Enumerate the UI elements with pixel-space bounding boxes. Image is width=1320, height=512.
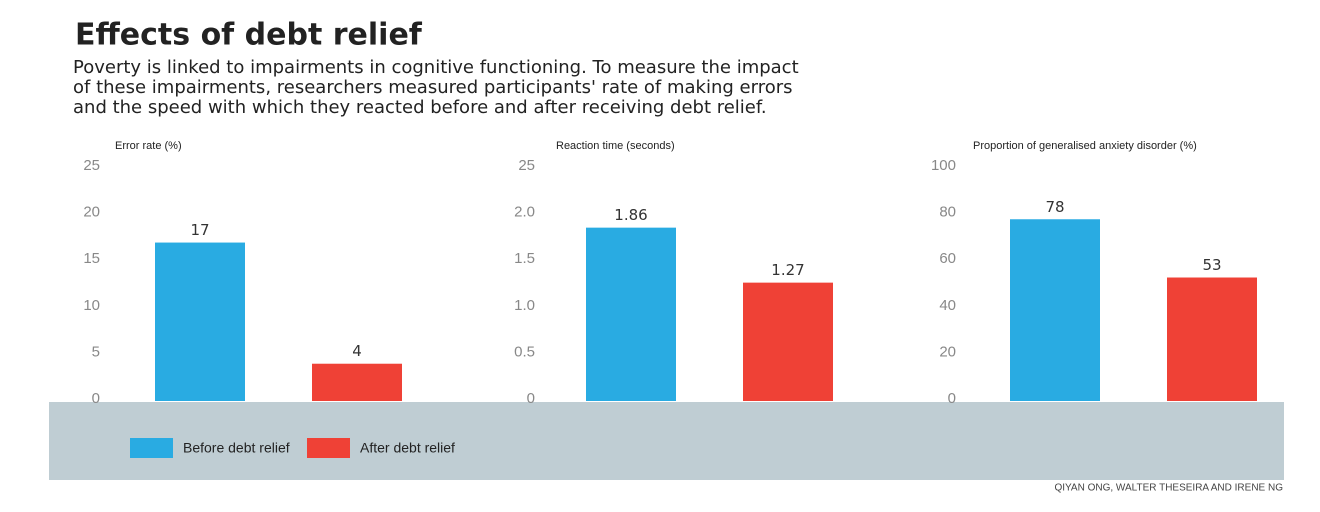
y-tick-label: 20	[939, 343, 956, 360]
y-tick-label: 20	[83, 204, 100, 221]
y-tick-label: 0	[92, 390, 100, 407]
y-tick-label: 60	[939, 250, 956, 267]
legend-label: After debt relief	[360, 440, 455, 456]
y-tick-label: 0	[527, 390, 535, 407]
y-tick-label: 25	[83, 157, 100, 174]
legend-label: Before debt relief	[183, 440, 290, 456]
y-tick-label: 1.5	[514, 250, 535, 267]
value-label: 1.27	[771, 261, 804, 279]
y-tick-label: 5	[92, 343, 100, 360]
legend-band	[49, 402, 1284, 480]
value-label: 1.86	[614, 206, 647, 224]
value-label: 4	[352, 342, 362, 360]
y-tick-label: 10	[83, 297, 100, 314]
bar	[1010, 219, 1100, 401]
value-label: 17	[190, 221, 209, 239]
y-tick-label: 25	[518, 157, 535, 174]
legend-swatch	[130, 438, 173, 458]
y-tick-label: 0.5	[514, 343, 535, 360]
y-tick-label: 80	[939, 204, 956, 221]
bar	[1167, 277, 1257, 401]
credit: QIYAN ONG, WALTER THESEIRA AND IRENE NG	[1054, 483, 1283, 494]
bar	[586, 227, 676, 401]
y-tick-label: 40	[939, 297, 956, 314]
subtitle: of these impairments, researchers measur…	[73, 77, 793, 98]
bar	[155, 242, 245, 401]
axis-label: Error rate (%)	[115, 140, 182, 152]
y-tick-label: 100	[931, 157, 956, 174]
value-label: 78	[1045, 198, 1064, 216]
y-tick-label: 2.0	[514, 204, 535, 221]
y-tick-label: 0	[948, 390, 956, 407]
subtitle: and the speed with which they reacted be…	[73, 97, 767, 118]
subtitle: Poverty is linked to impairments in cogn…	[73, 57, 799, 78]
y-tick-label: 1.0	[514, 297, 535, 314]
legend-swatch	[307, 438, 350, 458]
title: Effects of debt relief	[75, 18, 423, 53]
bar	[312, 363, 402, 401]
bar	[743, 282, 833, 401]
axis-label: Reaction time (seconds)	[556, 140, 675, 152]
axis-label: Proportion of generalised anxiety disord…	[973, 140, 1197, 152]
y-tick-label: 15	[83, 250, 100, 267]
value-label: 53	[1202, 256, 1221, 274]
